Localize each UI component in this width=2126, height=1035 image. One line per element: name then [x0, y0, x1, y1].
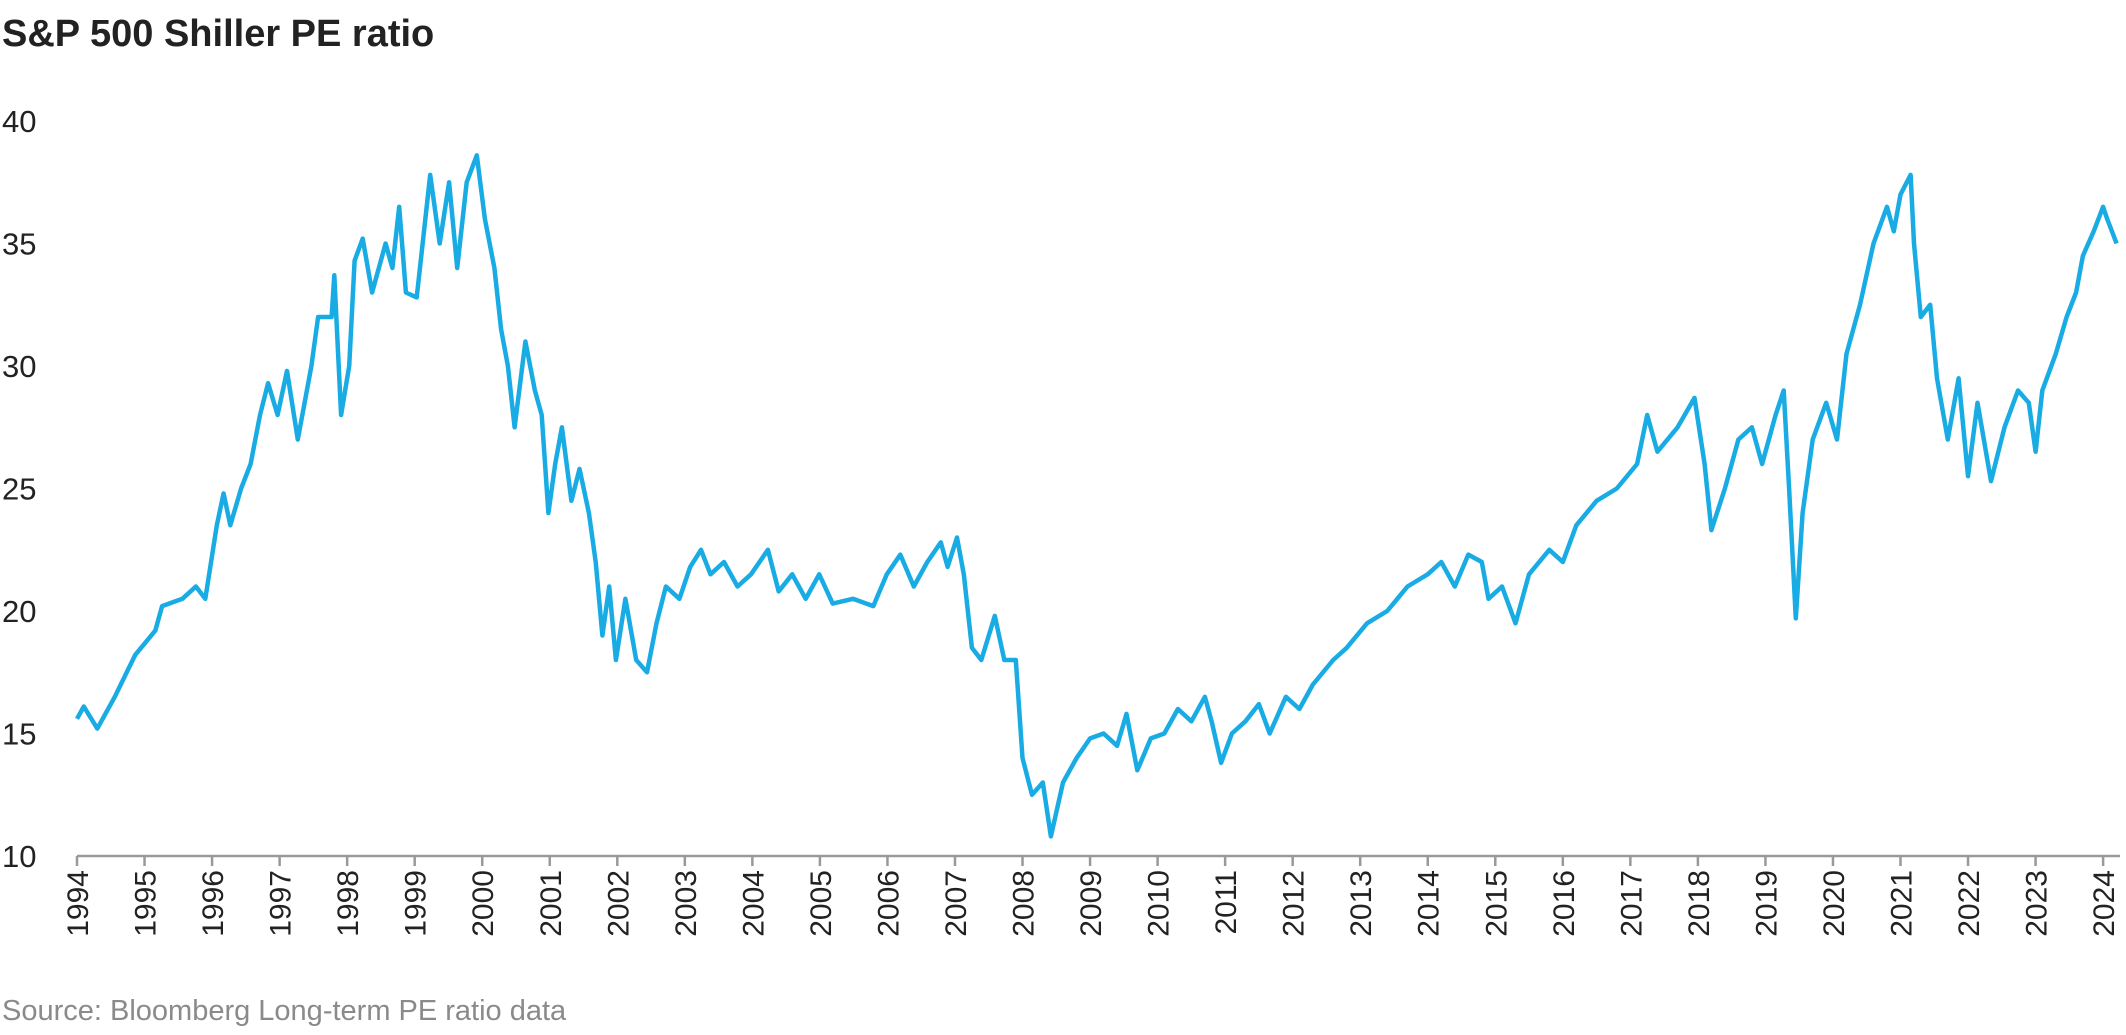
- x-tick-label: 2022: [1953, 870, 1986, 937]
- x-tick-label: 2019: [1750, 870, 1783, 937]
- x-tick-label: 2012: [1278, 870, 1311, 937]
- x-tick-label: 1994: [62, 870, 95, 937]
- x-tick-label: 2020: [1818, 870, 1851, 937]
- x-tick-label: 2001: [535, 870, 568, 937]
- x-tick-label: 2009: [1075, 870, 1108, 937]
- y-tick-label: 15: [2, 717, 36, 752]
- x-tick-label: 2000: [467, 870, 500, 937]
- x-tick-label: 1999: [400, 870, 433, 937]
- x-tick-label: 1997: [265, 870, 298, 937]
- series-line: [75, 153, 2119, 839]
- x-tick-label: 2004: [737, 870, 770, 937]
- x-tick-label: 2024: [2088, 870, 2121, 937]
- x-tick-label: 2017: [1615, 870, 1648, 937]
- x-tick-label: 2015: [1480, 870, 1513, 937]
- y-tick-label: 20: [2, 594, 36, 629]
- x-tick-label: 2007: [940, 870, 973, 937]
- x-tick-label: 2002: [602, 870, 635, 937]
- x-tick-label: 2021: [1886, 870, 1919, 937]
- x-tick-label: 1995: [130, 870, 163, 937]
- chart-title: S&P 500 Shiller PE ratio: [2, 13, 434, 55]
- x-tick-label: 2018: [1683, 870, 1716, 937]
- y-tick-label: 30: [2, 349, 36, 384]
- x-tick-label: 2016: [1548, 870, 1581, 937]
- x-tick-label: 1996: [197, 870, 230, 937]
- x-tick-label: 2023: [2021, 870, 2054, 937]
- x-tick-label: 2005: [805, 870, 838, 937]
- y-tick-label: 25: [2, 472, 36, 507]
- x-tick-label: 2010: [1143, 870, 1176, 937]
- y-tick-label: 10: [2, 839, 36, 874]
- x-tick-label: 2003: [670, 870, 703, 937]
- x-tick-label: 2011: [1210, 870, 1243, 935]
- source-note: Source: Bloomberg Long-term PE ratio dat…: [2, 995, 567, 1027]
- x-tick-label: 2013: [1345, 870, 1378, 937]
- y-tick-label: 40: [2, 104, 36, 139]
- x-tick-label: 2006: [872, 870, 905, 937]
- x-tick-label: 2008: [1008, 870, 1041, 937]
- y-tick-label: 35: [2, 227, 36, 262]
- x-tick-label: 2014: [1413, 870, 1446, 937]
- x-tick-label: 1998: [332, 870, 365, 937]
